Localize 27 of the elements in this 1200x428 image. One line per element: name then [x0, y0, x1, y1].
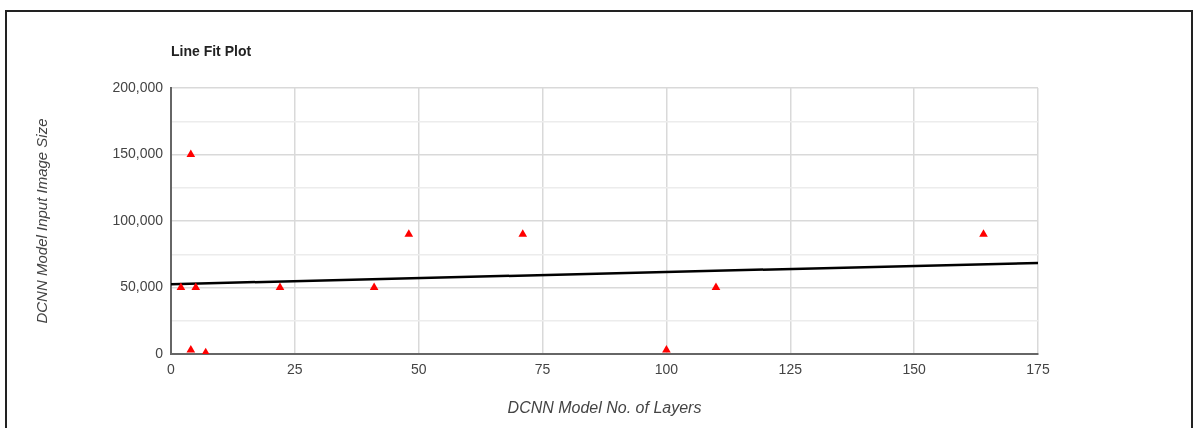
x-tick-label: 125	[778, 361, 803, 378]
point	[275, 282, 285, 290]
y-tick-label: 150,000	[112, 145, 164, 162]
y-tick-label: 50,000	[120, 278, 164, 295]
x-tick-label: 0	[167, 361, 176, 378]
x-tick-label: 25	[287, 361, 303, 378]
x-tick-label: 175	[1026, 361, 1050, 378]
point	[518, 229, 528, 237]
y-tick-label: 100,000	[112, 211, 164, 228]
x-tick-label: 50	[410, 361, 427, 378]
x-tick-label: 75	[534, 361, 551, 378]
point	[369, 282, 379, 290]
x-tick-label: 150	[902, 361, 927, 378]
y-tick-label: 0	[155, 344, 164, 361]
point	[979, 229, 988, 237]
x-axis-title: DCNN Model No. of Layers	[507, 398, 702, 416]
point	[176, 282, 186, 290]
point	[662, 345, 671, 353]
point	[711, 282, 721, 290]
chart-title: Line Fit Plot	[171, 42, 252, 59]
y-tick-label: 200,000	[112, 78, 164, 95]
point	[191, 282, 201, 290]
x-tick-label: 100	[654, 361, 679, 378]
point	[186, 345, 196, 353]
point	[186, 149, 196, 157]
y-axis-title: DCNN Model Input Image Size	[33, 118, 51, 324]
point	[404, 229, 414, 237]
